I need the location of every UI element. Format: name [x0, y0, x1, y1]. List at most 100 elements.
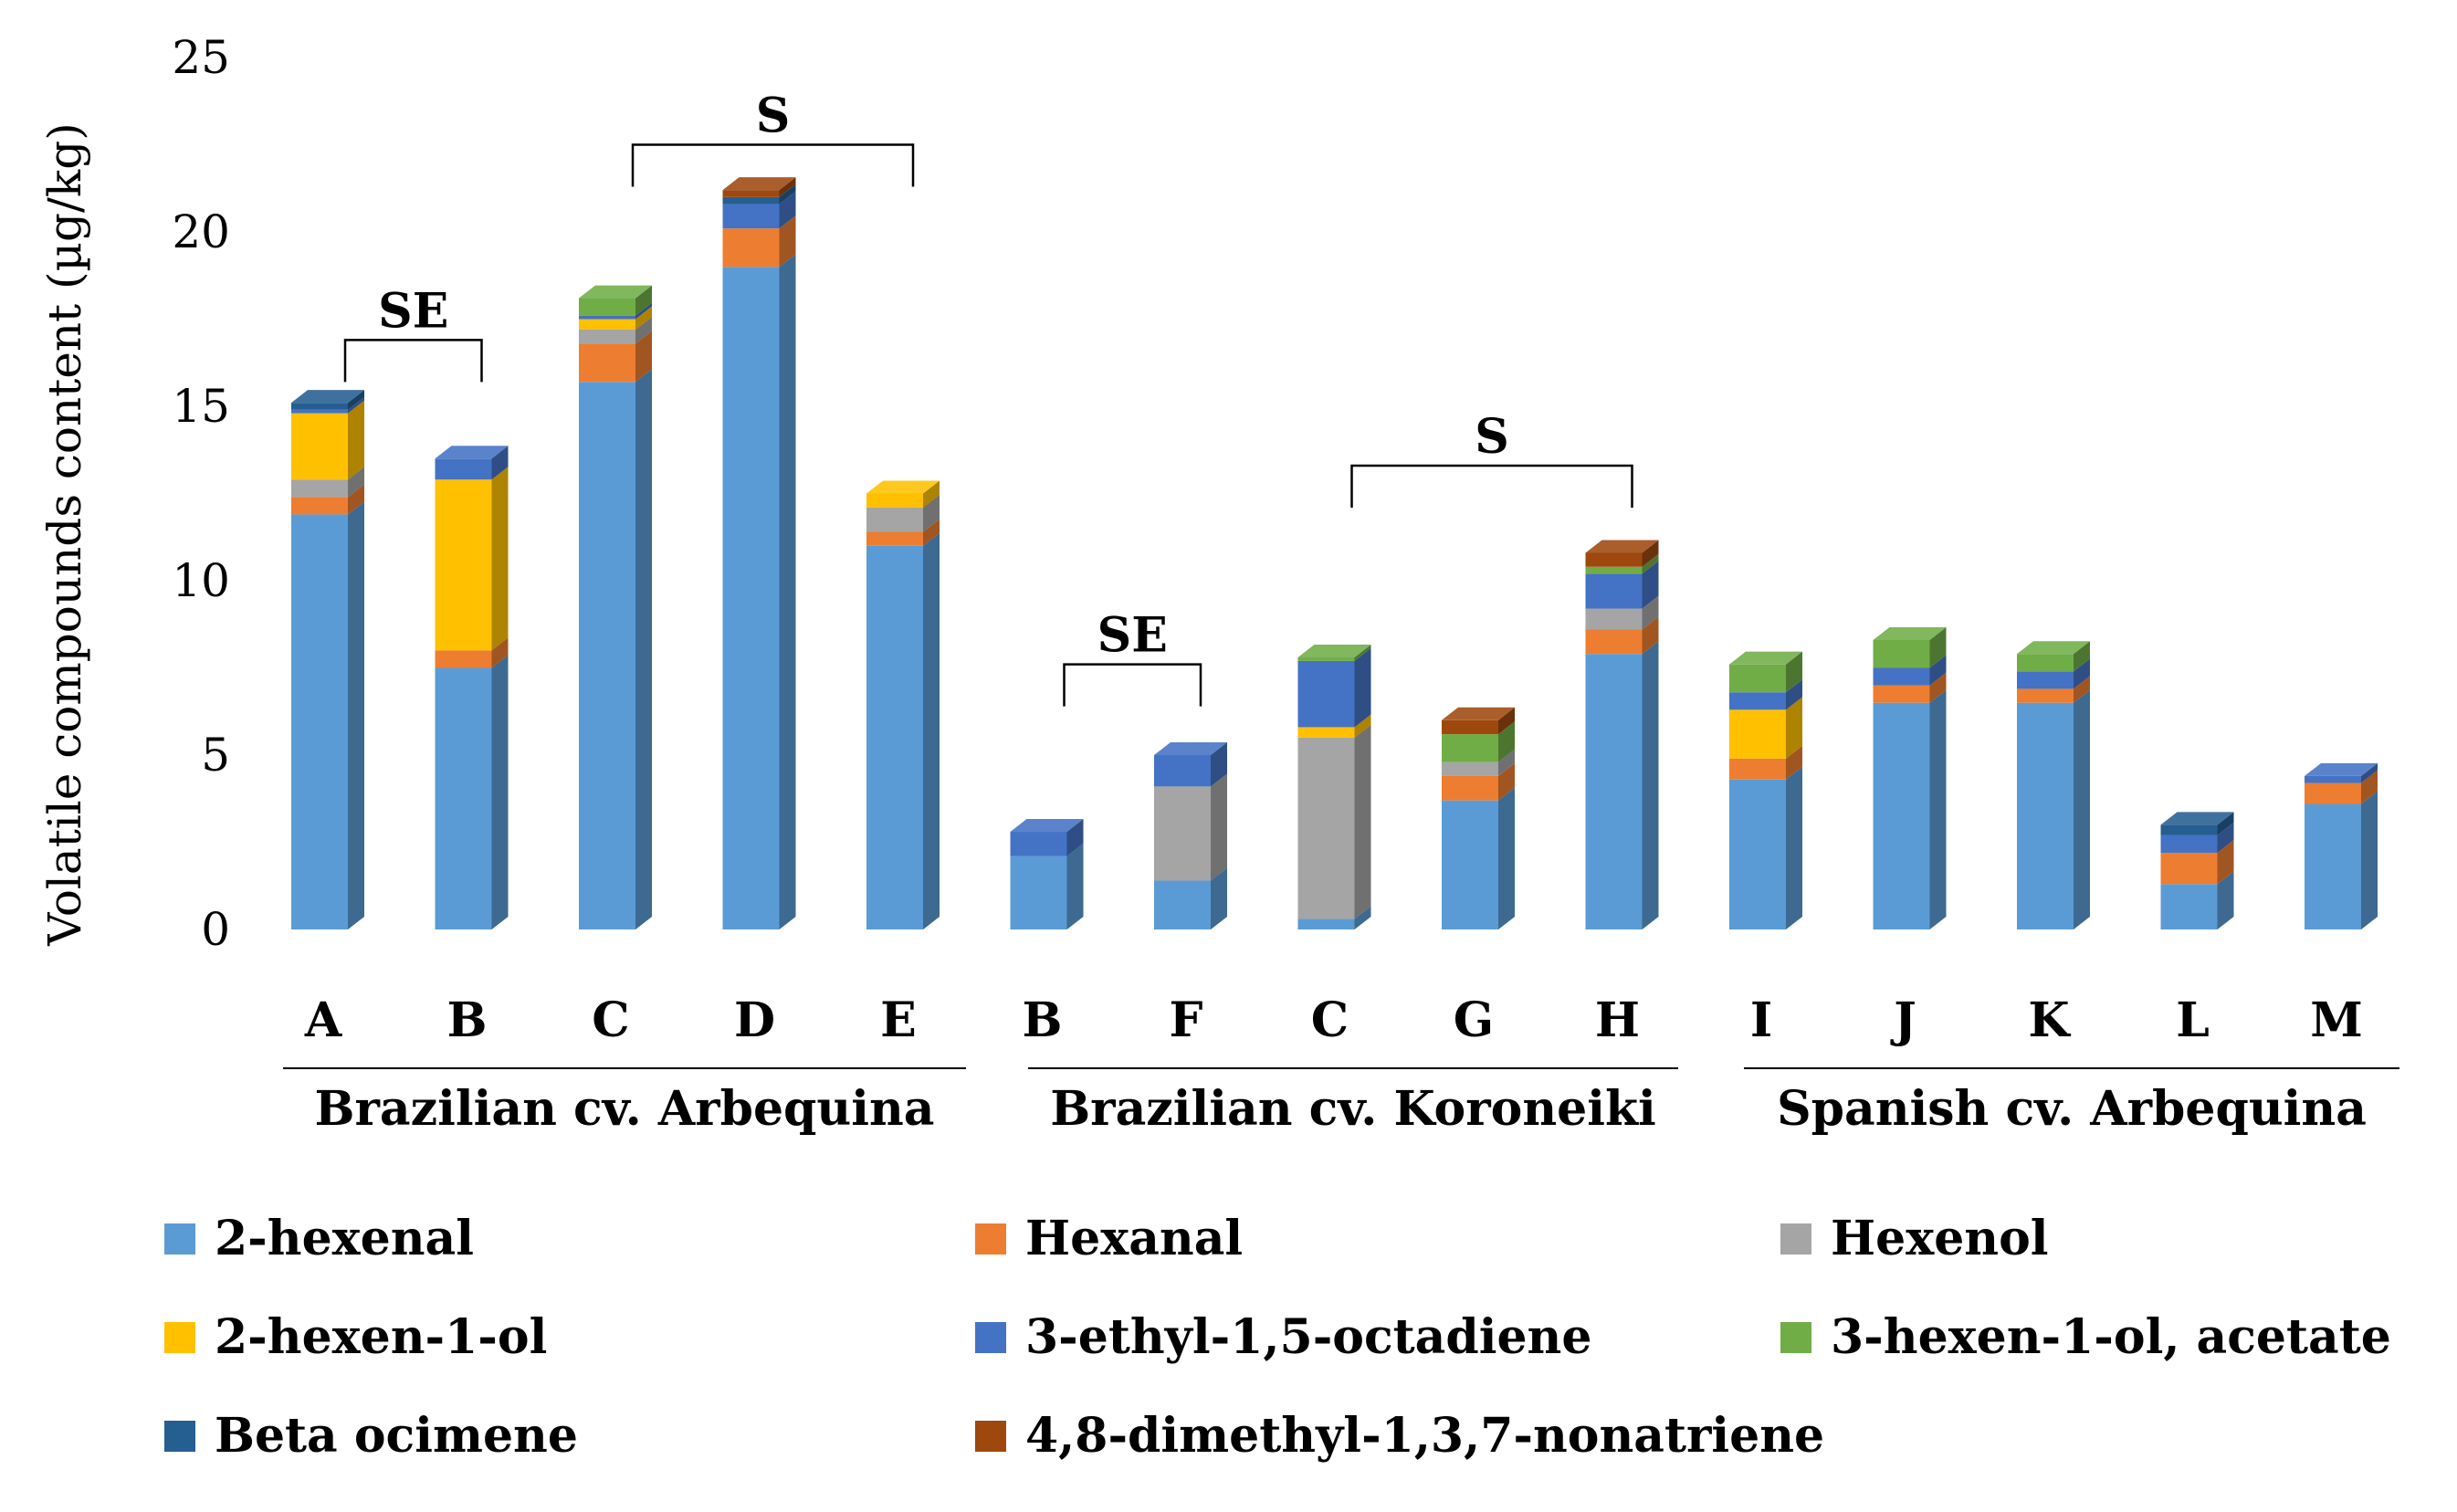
bar-segment — [722, 184, 796, 205]
bar-front — [2160, 884, 2218, 929]
bar-segment — [1297, 714, 1371, 738]
x-category-label: K — [2028, 992, 2071, 1048]
legend-item: 4,8-dimethyl-1,3,7-nonatriene — [975, 1408, 1824, 1464]
bar-side — [1642, 540, 1659, 567]
legend-swatch — [975, 1223, 1006, 1255]
legend-label: 4,8-dimethyl-1,3,7-nonatriene — [1025, 1408, 1824, 1464]
bar-front — [2305, 782, 2361, 804]
bar-front — [1873, 702, 1930, 929]
bar-segment — [291, 501, 364, 929]
bar-segment — [435, 446, 509, 480]
bar-front — [1442, 775, 1498, 801]
bar-front — [579, 382, 635, 929]
group-label: Brazilian cv. Koroneiki — [1050, 1081, 1656, 1137]
legend-label: 3-ethyl-1,5-octadiene — [1025, 1309, 1591, 1365]
bar-segment — [1585, 540, 1659, 567]
bar-segment — [722, 191, 796, 229]
bar-segment — [2017, 689, 2090, 929]
bar-front — [2160, 852, 2218, 885]
bar-side — [2361, 770, 2378, 804]
bar-side — [1786, 745, 1802, 780]
bar-segment — [1729, 766, 1802, 929]
bar-front — [435, 650, 492, 668]
y-axis-label: Volatile compounds content (µg/kg) — [38, 122, 91, 946]
bar-front — [1010, 832, 1067, 856]
legend-label: Beta ocimene — [215, 1408, 578, 1464]
bar-front — [291, 403, 348, 410]
bar-side — [1066, 843, 1084, 929]
legend-label: 2-hexen-1-ol — [215, 1309, 547, 1365]
x-category-label: C — [1311, 992, 1349, 1048]
bar-side — [779, 215, 796, 268]
bar-top-cap — [291, 390, 364, 404]
bar-front — [722, 204, 780, 229]
bar-side — [348, 467, 364, 498]
bar-front — [1154, 755, 1211, 787]
bar-top-cap — [1729, 651, 1802, 665]
bar-segment — [2305, 791, 2378, 929]
bar-segment — [1729, 651, 1802, 693]
bar-top-cap — [579, 285, 652, 299]
x-category-label: F — [1170, 992, 1203, 1048]
x-category-label: D — [734, 992, 775, 1048]
bar-segment — [2305, 770, 2378, 804]
bar-side — [1642, 553, 1659, 574]
bar-top-cap — [435, 446, 509, 459]
bar-front — [1297, 657, 1355, 661]
bar-side — [779, 177, 796, 197]
bar-front — [1442, 761, 1498, 776]
bar-side — [1498, 749, 1515, 776]
bar-segment — [1010, 843, 1084, 929]
bar-side — [2217, 871, 2234, 929]
bar-front — [435, 667, 492, 929]
bar-front — [1585, 654, 1643, 929]
bar-segment — [1154, 773, 1227, 881]
bar-front — [1442, 719, 1498, 735]
bar-top-cap — [2160, 812, 2234, 825]
bar-front — [579, 343, 635, 383]
bar-side — [923, 480, 940, 508]
bar-side — [635, 285, 652, 316]
bar-segment — [291, 390, 364, 410]
legend-swatch — [975, 1421, 1006, 1452]
bar-segment — [1873, 672, 1947, 703]
bar-segment — [1010, 819, 1084, 856]
bar-front — [1154, 786, 1211, 881]
bar-front — [1729, 758, 1786, 780]
significance-label: SE — [1097, 608, 1168, 664]
bar-front — [579, 298, 635, 316]
bar-front — [1585, 552, 1643, 567]
bar-top-cap — [2017, 641, 2090, 655]
x-category-label: E — [880, 992, 917, 1048]
legend-label: Hexanal — [1025, 1211, 1243, 1266]
legend-swatch — [1780, 1223, 1811, 1255]
bar-front — [291, 479, 348, 498]
bar-front — [2160, 835, 2218, 853]
bar-front — [1585, 566, 1643, 574]
bar-side — [1786, 766, 1802, 929]
bar-side — [491, 467, 509, 651]
bar-front — [1297, 660, 1355, 728]
bar-segment — [579, 331, 652, 383]
bar-side — [1354, 724, 1371, 919]
bar-segment — [579, 369, 652, 929]
legend-swatch — [164, 1421, 195, 1452]
bar-segment — [2017, 641, 2090, 672]
bar-segment — [1297, 645, 1371, 661]
bar-segment — [1297, 724, 1371, 919]
bar-segment — [1729, 679, 1802, 710]
bar-top-cap — [2305, 762, 2378, 776]
bar-side — [1498, 721, 1515, 762]
bar-front — [2305, 775, 2361, 783]
bar-side — [2074, 689, 2090, 929]
bar-segment — [2305, 762, 2378, 783]
bar-segment — [579, 316, 652, 344]
bar-side — [2361, 762, 2378, 783]
bar-side — [1498, 762, 1515, 801]
legend-label: 3-hexen-1-ol, acetate — [1831, 1309, 2391, 1365]
bar-front — [291, 514, 348, 929]
bar-segment — [1154, 867, 1227, 929]
bar-side — [348, 400, 364, 480]
bar-side — [1929, 655, 1947, 686]
bar-front — [722, 190, 780, 197]
